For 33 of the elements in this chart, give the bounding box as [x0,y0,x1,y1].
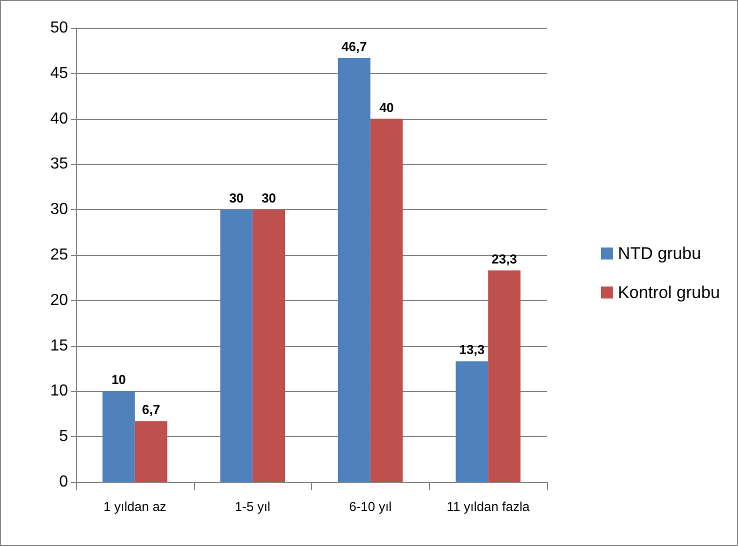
y-tick-label: 50 [50,20,68,36]
bar [220,210,253,482]
bar [338,58,370,482]
bar [134,421,168,482]
y-tick-label: 40 [50,110,68,128]
data-label: 10 [111,372,126,388]
bar [370,118,403,482]
legend-label: NTD grubu [618,244,702,263]
data-label: 30 [229,190,244,206]
data-label: 6,7 [142,402,160,418]
data-label: 40 [379,100,394,115]
x-tick-label: 11 yıldan fazla [446,499,530,514]
x-tick-label: 1-5 yıl [234,499,270,514]
y-tick-label: 25 [50,246,68,264]
data-label: 46,7 [342,38,367,54]
y-tick-label: 15 [50,337,68,354]
legend-label: Kontrol grubu [618,283,720,302]
y-tick-label: 45 [50,64,68,82]
y-tick-label: 0 [59,474,68,490]
data-label: 13,3 [459,342,485,358]
bar [252,210,286,482]
y-tick-label: 20 [50,292,68,309]
data-label: 30 [262,190,276,206]
y-tick-label: 30 [50,201,68,218]
bar [102,391,135,482]
y-tick-label: 10 [50,382,68,400]
bar [456,361,488,482]
y-tick-label: 35 [50,156,68,173]
x-tick-label: 1 yıldan az [103,499,166,514]
data-label: 23,3 [492,251,517,266]
bar [488,270,521,482]
x-tick-label: 6-10 yıl [349,499,392,514]
y-tick-label: 5 [59,428,68,446]
